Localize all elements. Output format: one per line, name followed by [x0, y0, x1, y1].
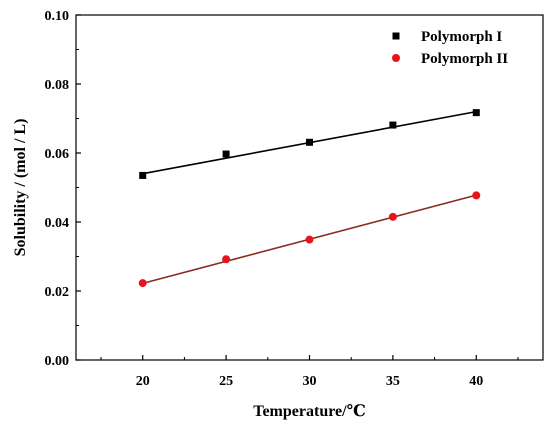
data-point: [388, 212, 397, 221]
legend-marker: [392, 54, 400, 62]
x-tick-label: 25: [219, 374, 233, 389]
x-axis-title: Temperature/℃: [253, 403, 366, 420]
data-point: [139, 171, 147, 179]
y-axis: 0.00 0.02 0.04 0.06 0.08 0.10: [45, 9, 81, 369]
data-point: [222, 255, 231, 264]
x-tick-label: 35: [386, 374, 400, 389]
legend: Polymorph I Polymorph II: [392, 29, 508, 67]
y-tick-label: 0.02: [45, 285, 70, 300]
x-tick-label: 20: [136, 374, 150, 389]
x-tick-label: 30: [303, 374, 317, 389]
legend-marker: [392, 32, 400, 40]
y-tick-label: 0.08: [45, 78, 70, 93]
data-point: [472, 191, 481, 200]
legend-label: Polymorph II: [421, 51, 508, 67]
data-point: [138, 279, 147, 288]
data-point: [306, 138, 313, 146]
y-tick-label: 0.00: [45, 354, 70, 369]
y-tick-label: 0.04: [45, 216, 70, 231]
data-point: [222, 150, 230, 158]
series-layer: [138, 109, 481, 288]
x-tick-label: 40: [469, 374, 483, 389]
y-tick-label: 0.06: [45, 147, 70, 162]
data-point: [305, 235, 314, 244]
y-tick-label: 0.10: [45, 9, 70, 24]
series-2: [138, 191, 481, 288]
data-point: [472, 109, 480, 117]
x-axis: 20 25 30 35 40: [100, 355, 519, 389]
legend-label: Polymorph I: [421, 29, 502, 45]
data-point: [389, 121, 397, 129]
y-axis-title: Solubility / (mol / L): [12, 119, 29, 257]
series-1: [139, 109, 480, 179]
